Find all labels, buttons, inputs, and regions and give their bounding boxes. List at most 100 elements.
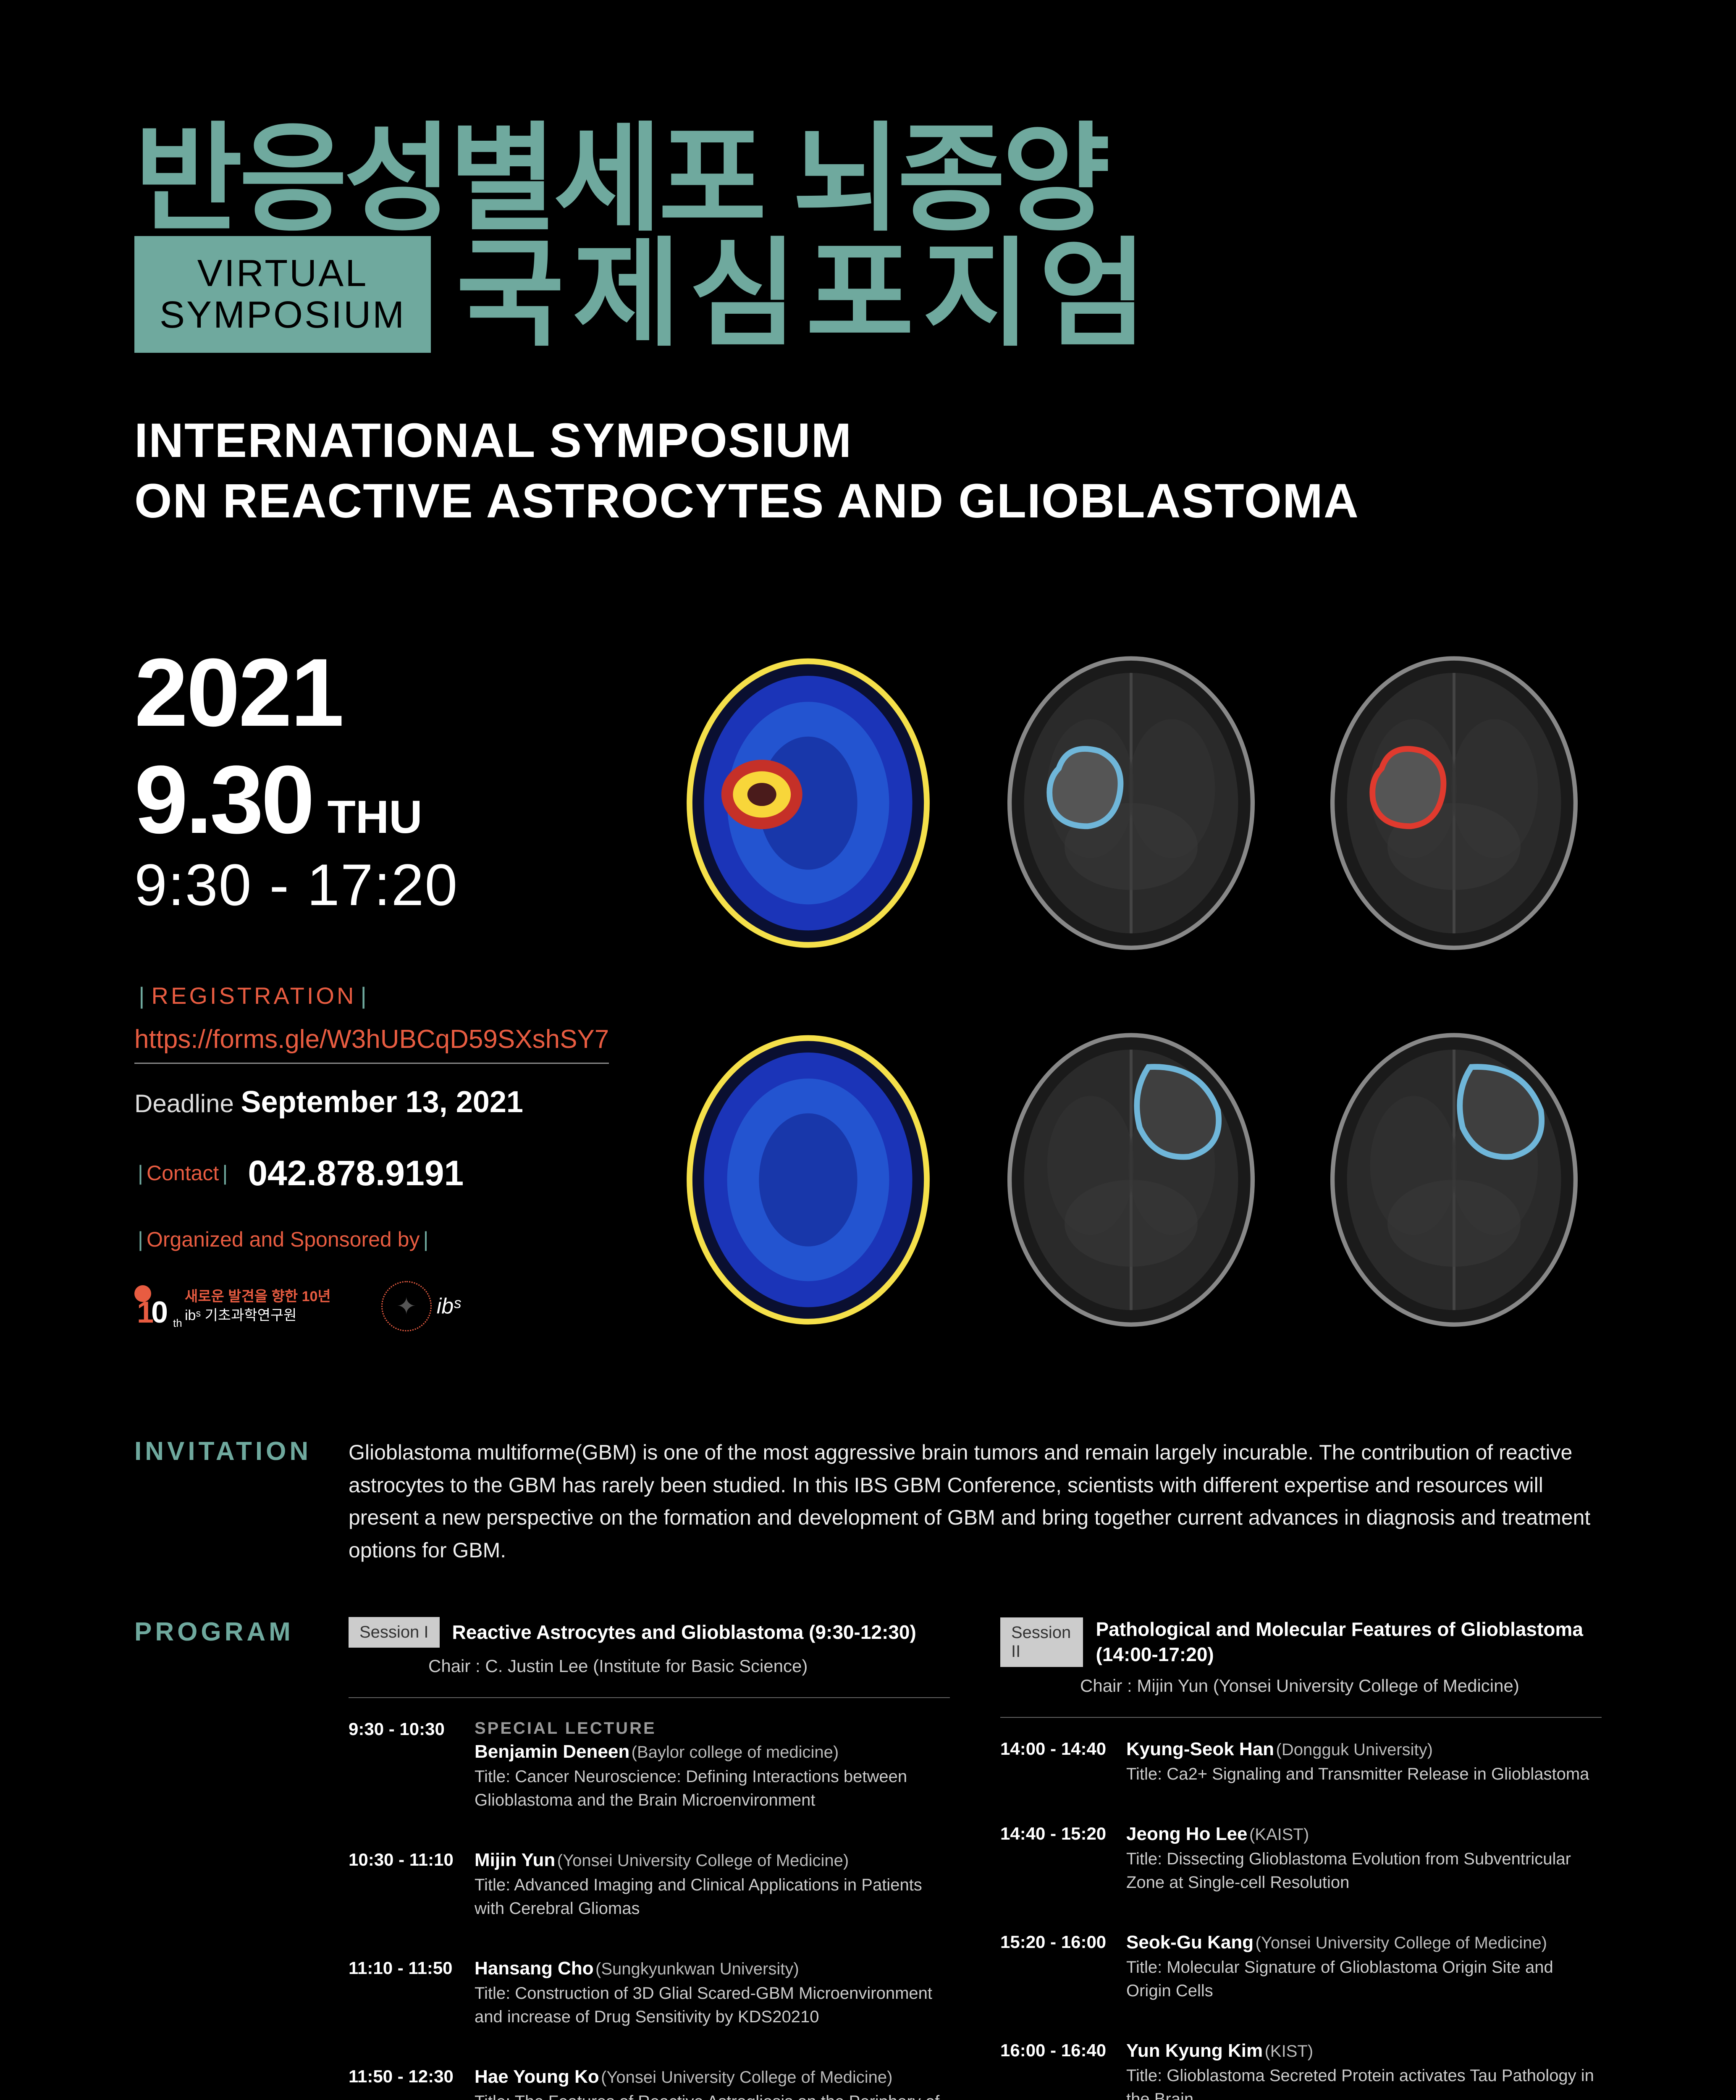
registration-label: |REGISTRATION| (134, 982, 647, 1009)
talk-title: Title: Dissecting Glioblastoma Evolution… (1126, 1847, 1602, 1894)
talk-row: 16:00 - 16:40 Yun Kyung Kim (KIST) Title… (1000, 2028, 1602, 2100)
ibs-center-logo: ✦ ibˢ (381, 1281, 461, 1331)
brain-icon: ✦ (381, 1281, 432, 1331)
deadline-label: Deadline (134, 1089, 234, 1118)
talk-speaker: Yun Kyung Kim (1126, 2040, 1263, 2061)
deadline-value: September 13, 2021 (241, 1085, 523, 1119)
talk-body: Jeong Ho Lee (KAIST) Title: Dissecting G… (1126, 1824, 1602, 1894)
talk-body: Mijin Yun (Yonsei University College of … (475, 1850, 950, 1920)
session-title: Reactive Astrocytes and Glioblastoma (9:… (452, 1620, 916, 1645)
talk-speaker-line: Kyung-Seok Han (Dongguk University) (1126, 1739, 1602, 1760)
event-date: 9.30 (134, 744, 312, 855)
title-row2: VIRTUAL SYMPOSIUM 국제심포지엄 (134, 233, 1602, 356)
talk-time: 11:10 - 11:50 (349, 1958, 458, 2029)
talk-affiliation: (Yonsei University College of Medicine) (601, 2068, 892, 2087)
ibs-10th-logo: 10th 새로운 발견을 향한 10년 ibˢ 기초과학연구원 (134, 1285, 331, 1327)
talk-speaker-line: Mijin Yun (Yonsei University College of … (475, 1850, 950, 1871)
brain-scan-4 (663, 1013, 953, 1348)
talk-title: Title: Cancer Neuroscience: Defining Int… (475, 1765, 950, 1812)
talk-body: Kyung-Seok Han (Dongguk University) Titl… (1126, 1739, 1602, 1786)
talk-row: 11:50 - 12:30 Hae Young Ko (Yonsei Unive… (349, 2054, 950, 2100)
talk-title: Title: Ca2+ Signaling and Transmitter Re… (1126, 1762, 1602, 1786)
talk-row: 10:30 - 11:10 Mijin Yun (Yonsei Universi… (349, 1837, 950, 1920)
contact-value: 042.878.9191 (248, 1153, 464, 1194)
virtual-symposium-badge: VIRTUAL SYMPOSIUM (134, 236, 431, 353)
info-column: 2021 9.30 THU 9:30 - 17:20 |REGISTRATION… (134, 637, 647, 1344)
talk-row: 9:30 - 10:30 SPECIAL LECTURE Benjamin De… (349, 1697, 950, 1812)
invitation-text: Glioblastoma multiforme(GBM) is one of t… (349, 1436, 1602, 1567)
talk-row: 14:00 - 14:40 Kyung-Seok Han (Dongguk Un… (1000, 1717, 1602, 1786)
date-line: 9.30 THU (134, 744, 647, 855)
brain-scan-2 (986, 637, 1276, 971)
talk-affiliation: (KAIST) (1249, 1825, 1309, 1844)
talk-time: 10:30 - 11:10 (349, 1850, 458, 1920)
session-header: Session I Reactive Astrocytes and Gliobl… (349, 1617, 950, 1648)
program-label: PROGRAM (134, 1617, 315, 2100)
registration-link[interactable]: https://forms.gle/W3hUBCqD59SXshSY7 (134, 1024, 609, 1064)
organized-label: |Organized and Sponsored by| (134, 1227, 647, 1252)
session-chair: Chair : Mijin Yun (Yonsei University Col… (1080, 1676, 1602, 1696)
talk-time: 15:20 - 16:00 (1000, 1932, 1109, 2003)
talk-affiliation: (Yonsei University College of Medicine) (1256, 1934, 1547, 1952)
talk-speaker: Mijin Yun (475, 1850, 555, 1870)
talk-speaker-line: Yun Kyung Kim (KIST) (1126, 2040, 1602, 2061)
english-title-line2: ON REACTIVE ASTROCYTES AND GLIOBLASTOMA (134, 471, 1602, 532)
mid-section: 2021 9.30 THU 9:30 - 17:20 |REGISTRATION… (134, 637, 1602, 1344)
talk-speaker-line: Hansang Cho (Sungkyunkwan University) (475, 1958, 950, 1979)
session-chair: Chair : C. Justin Lee (Institute for Bas… (428, 1656, 950, 1676)
talk-speaker: Hae Young Ko (475, 2066, 599, 2087)
talk-affiliation: (Yonsei University College of Medicine) (557, 1851, 849, 1870)
talk-body: SPECIAL LECTURE Benjamin Deneen (Baylor … (475, 1719, 950, 1812)
brain-scan-6 (1309, 1013, 1599, 1348)
talk-time: 11:50 - 12:30 (349, 2066, 458, 2100)
sponsor-logos: 10th 새로운 발견을 향한 10년 ibˢ 기초과학연구원 ✦ ibˢ (134, 1281, 647, 1331)
contact-label: |Contact| (134, 1161, 231, 1185)
korean-title-line2: 국제심포지엄 (456, 233, 1156, 356)
talk-affiliation: (Sungkyunkwan University) (595, 1960, 799, 1978)
talk-time: 9:30 - 10:30 (349, 1719, 458, 1812)
talk-speaker: Hansang Cho (475, 1958, 594, 1979)
talk-body: Hae Young Ko (Yonsei University College … (475, 2066, 950, 2100)
invitation-label: INVITATION (134, 1436, 315, 1567)
logo2-text: ibˢ (437, 1294, 461, 1319)
session-header: Session II Pathological and Molecular Fe… (1000, 1617, 1602, 1667)
talk-speaker: Jeong Ho Lee (1126, 1824, 1248, 1844)
talk-title: Title: Molecular Signature of Glioblasto… (1126, 1956, 1602, 2003)
talk-title: Title: Glioblastoma Secreted Protein act… (1126, 2064, 1602, 2100)
talk-time: 16:00 - 16:40 (1000, 2040, 1109, 2100)
talk-affiliation: (KIST) (1265, 2042, 1314, 2061)
talk-speaker: Seok-Gu Kang (1126, 1932, 1253, 1953)
talk-speaker: Kyung-Seok Han (1126, 1739, 1274, 1759)
brain-scan-3 (1309, 637, 1599, 971)
ten-icon: 10th (134, 1285, 176, 1327)
program-columns: Session I Reactive Astrocytes and Gliobl… (349, 1617, 1602, 2100)
talk-row: 14:40 - 15:20 Jeong Ho Lee (KAIST) Title… (1000, 1811, 1602, 1894)
talk-speaker-line: Benjamin Deneen (Baylor college of medic… (475, 1741, 950, 1762)
logo1-text: 새로운 발견을 향한 10년 ibˢ 기초과학연구원 (185, 1287, 331, 1324)
event-day: THU (328, 790, 422, 844)
badge-line2: SYMPOSIUM (160, 294, 406, 336)
invitation-section: INVITATION Glioblastoma multiforme(GBM) … (134, 1436, 1602, 1567)
talk-row: 11:10 - 11:50 Hansang Cho (Sungkyunkwan … (349, 1945, 950, 2029)
talk-time: 14:40 - 15:20 (1000, 1824, 1109, 1894)
talk-speaker: Benjamin Deneen (475, 1741, 629, 1762)
talk-body: Seok-Gu Kang (Yonsei University College … (1126, 1932, 1602, 2003)
talk-title: Title: Advanced Imaging and Clinical App… (475, 1873, 950, 1920)
korean-title-line1: 반응성별세포 뇌종양 (134, 118, 1602, 241)
session-tag: Session II (1000, 1617, 1083, 1667)
badge-line1: VIRTUAL (160, 253, 406, 294)
talk-affiliation: (Baylor college of medicine) (632, 1743, 839, 1761)
talk-row: 15:20 - 16:00 Seok-Gu Kang (Yonsei Unive… (1000, 1919, 1602, 2003)
program-section: PROGRAM Session I Reactive Astrocytes an… (134, 1617, 1602, 2100)
contact-row: |Contact| 042.878.9191 (134, 1153, 647, 1194)
deadline-row: Deadline September 13, 2021 (134, 1085, 647, 1119)
talk-speaker-line: Seok-Gu Kang (Yonsei University College … (1126, 1932, 1602, 1953)
brain-scan-1 (663, 637, 953, 971)
event-year: 2021 (134, 637, 647, 748)
event-time: 9:30 - 17:20 (134, 851, 647, 919)
talk-title: Title: The Features of Reactive Astrogli… (475, 2090, 950, 2100)
poster-root: 반응성별세포 뇌종양 VIRTUAL SYMPOSIUM 국제심포지엄 INTE… (0, 0, 1736, 2100)
english-title-line1: INTERNATIONAL SYMPOSIUM (134, 411, 1602, 471)
brain-scan-5 (986, 1013, 1276, 1348)
session-title: Pathological and Molecular Features of G… (1096, 1617, 1602, 1667)
